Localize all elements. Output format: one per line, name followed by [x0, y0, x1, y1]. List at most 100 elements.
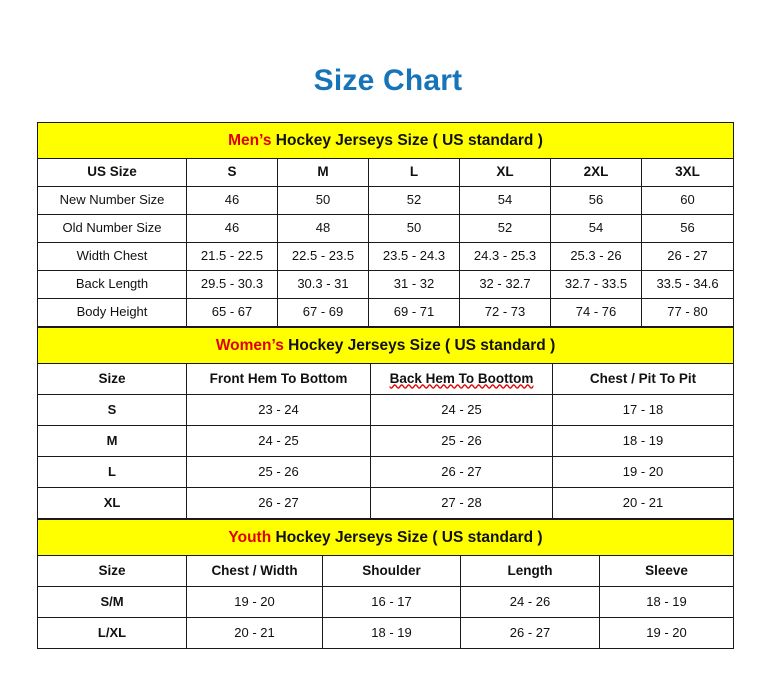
mens-cell-4-3: 72 - 73 [459, 298, 551, 327]
table-row: Back Length 29.5 - 30.3 30.3 - 31 31 - 3… [37, 270, 735, 299]
mens-cell-0-4: 56 [550, 186, 642, 215]
mens-cell-3-2: 31 - 32 [368, 270, 460, 299]
womens-cell-2-1: 26 - 27 [370, 456, 553, 488]
table-row: Body Height 65 - 67 67 - 69 69 - 71 72 -… [37, 298, 735, 327]
womens-cell-1-0: 24 - 25 [186, 425, 371, 457]
mens-cell-4-0: 65 - 67 [186, 298, 278, 327]
mens-cell-0-3: 54 [459, 186, 551, 215]
womens-col-header-3: Chest / Pit To Pit [551, 363, 735, 395]
womens-cell-1-2: 18 - 19 [551, 425, 735, 457]
womens-cell-3-1: 27 - 28 [370, 487, 553, 519]
table-row: New Number Size 46 50 52 54 56 60 [37, 186, 735, 215]
mens-col-header-2: M [277, 158, 369, 187]
mens-col-header-4: XL [459, 158, 551, 187]
table-row: Width Chest 21.5 - 22.5 22.5 - 23.5 23.5… [37, 242, 735, 271]
womens-cell-1-1: 25 - 26 [370, 425, 553, 457]
table-row: L 25 - 26 26 - 27 19 - 20 [37, 456, 735, 488]
womens-banner-accent: Women’s [215, 336, 284, 354]
mens-cell-1-2: 50 [368, 214, 460, 243]
mens-banner-cell: Men’s Hockey Jerseys Size ( US standard … [36, 122, 735, 159]
mens-cell-2-5: 26 - 27 [640, 242, 735, 271]
womens-size-table: Women’s Hockey Jerseys Size ( US standar… [36, 327, 735, 519]
mens-row-label-1: Old Number Size [37, 214, 187, 243]
mens-col-header-3: L [368, 158, 460, 187]
youth-banner-cell: Youth Hockey Jerseys Size ( US standard … [37, 519, 734, 556]
youth-size-table: Youth Hockey Jerseys Size ( US standard … [37, 519, 734, 649]
youth-cell-1-0: 20 - 21 [186, 617, 323, 649]
table-row: XL 26 - 27 27 - 28 20 - 21 [37, 487, 735, 519]
womens-banner-cell: Women’s Hockey Jerseys Size ( US standar… [36, 327, 735, 364]
mens-col-header-6: 3XL [640, 158, 735, 187]
mens-cell-2-3: 24.3 - 25.3 [459, 242, 551, 271]
womens-row-label-1: M [37, 425, 187, 457]
mens-cell-2-2: 23.5 - 24.3 [368, 242, 460, 271]
womens-row-label-2: L [37, 456, 187, 488]
youth-cell-0-0: 19 - 20 [186, 586, 323, 618]
youth-cell-1-2: 26 - 27 [460, 617, 600, 649]
mens-cell-3-3: 32 - 32.7 [459, 270, 551, 299]
table-row: S 23 - 24 24 - 25 17 - 18 [37, 394, 735, 426]
womens-col-header-0: Size [37, 363, 187, 395]
youth-col-header-1: Chest / Width [186, 555, 323, 587]
mens-cell-1-5: 56 [640, 214, 735, 243]
mens-cell-3-1: 30.3 - 31 [277, 270, 369, 299]
mens-cell-0-5: 60 [640, 186, 735, 215]
youth-banner-accent: Youth [228, 528, 272, 546]
youth-row-label-1: L/XL [37, 617, 187, 649]
mens-row-label-2: Width Chest [37, 242, 187, 271]
mens-cell-1-1: 48 [277, 214, 369, 243]
youth-cell-0-1: 16 - 17 [322, 586, 461, 618]
mens-cell-1-0: 46 [186, 214, 278, 243]
womens-banner-rest: Hockey Jerseys Size ( US standard ) [283, 336, 556, 354]
youth-cell-1-1: 18 - 19 [322, 617, 461, 649]
youth-cell-0-2: 24 - 26 [460, 586, 600, 618]
mens-cell-3-4: 32.7 - 33.5 [550, 270, 642, 299]
table-row: S/M 19 - 20 16 - 17 24 - 26 18 - 19 [37, 586, 734, 618]
youth-col-header-0: Size [37, 555, 187, 587]
mens-banner-accent: Men’s [228, 131, 272, 149]
mens-row-label-0: New Number Size [37, 186, 187, 215]
womens-column-header-row: Size Front Hem To Bottom Back Hem To Boo… [37, 363, 735, 395]
youth-cell-0-3: 18 - 19 [599, 586, 734, 618]
womens-cell-3-0: 26 - 27 [186, 487, 371, 519]
mens-cell-4-4: 74 - 76 [550, 298, 642, 327]
youth-banner-rest: Hockey Jerseys Size ( US standard ) [271, 528, 543, 546]
mens-col-header-5: 2XL [550, 158, 642, 187]
youth-section-banner: Youth Hockey Jerseys Size ( US standard … [37, 519, 734, 556]
mens-col-header-1: S [186, 158, 278, 187]
youth-col-header-4: Sleeve [599, 555, 734, 587]
womens-row-label-0: S [37, 394, 187, 426]
mens-row-label-4: Body Height [37, 298, 187, 327]
mens-cell-0-1: 50 [277, 186, 369, 215]
table-row: L/XL 20 - 21 18 - 19 26 - 27 19 - 20 [37, 617, 734, 649]
womens-section-banner: Women’s Hockey Jerseys Size ( US standar… [36, 327, 735, 364]
mens-cell-4-5: 77 - 80 [640, 298, 735, 327]
youth-col-header-3: Length [460, 555, 600, 587]
womens-col-header-2-text: Back Hem To Boottom [389, 370, 534, 386]
mens-cell-2-4: 25.3 - 26 [550, 242, 642, 271]
mens-cell-3-0: 29.5 - 30.3 [186, 270, 278, 299]
mens-col-header-0: US Size [37, 158, 187, 187]
table-row: M 24 - 25 25 - 26 18 - 19 [37, 425, 735, 457]
womens-cell-2-2: 19 - 20 [551, 456, 735, 488]
mens-cell-1-3: 52 [459, 214, 551, 243]
youth-col-header-2: Shoulder [322, 555, 461, 587]
mens-row-label-3: Back Length [37, 270, 187, 299]
mens-cell-3-5: 33.5 - 34.6 [640, 270, 735, 299]
mens-banner-rest: Hockey Jerseys Size ( US standard ) [271, 131, 543, 149]
mens-section-banner: Men’s Hockey Jerseys Size ( US standard … [36, 122, 735, 159]
size-chart-tables: Men’s Hockey Jerseys Size ( US standard … [36, 122, 735, 649]
mens-cell-0-0: 46 [186, 186, 278, 215]
mens-cell-0-2: 52 [368, 186, 460, 215]
mens-cell-2-0: 21.5 - 22.5 [186, 242, 278, 271]
mens-cell-4-1: 67 - 69 [277, 298, 369, 327]
youth-row-label-0: S/M [37, 586, 187, 618]
mens-cell-4-2: 69 - 71 [368, 298, 460, 327]
womens-col-header-1: Front Hem To Bottom [186, 363, 371, 395]
womens-cell-0-2: 17 - 18 [551, 394, 735, 426]
womens-cell-2-0: 25 - 26 [186, 456, 371, 488]
page-title: Size Chart [313, 64, 463, 97]
mens-size-table: Men’s Hockey Jerseys Size ( US standard … [36, 122, 735, 327]
womens-row-label-3: XL [37, 487, 187, 519]
